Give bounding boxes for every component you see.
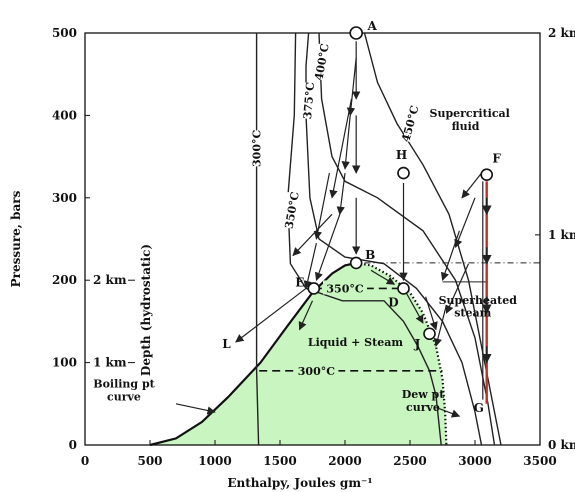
point-marker-f xyxy=(480,168,494,182)
isotherm-line xyxy=(287,32,442,446)
dew-label-arrow xyxy=(437,407,461,418)
two-phase-region xyxy=(150,262,447,445)
boiling-label-arrow xyxy=(175,403,216,415)
region-isotherm-label-bg xyxy=(294,362,339,377)
x-tick-label: 1500 xyxy=(263,454,296,468)
point-label-e: E xyxy=(295,275,304,289)
process-arrow xyxy=(303,242,317,290)
x-axis-label: Enthalpy, Joules gm⁻¹ xyxy=(227,476,372,490)
point-label-h: H xyxy=(396,148,407,162)
region-isotherm-label: 350°C xyxy=(326,282,363,295)
depth-tick-label: 2 km xyxy=(93,273,127,287)
superheated-label-1: Superheated xyxy=(439,294,518,307)
depth-tick-label: 1 km xyxy=(93,356,127,370)
plot-frame xyxy=(84,32,541,446)
point-label-a: A xyxy=(367,19,378,33)
supercritical-label-1: Supercritical xyxy=(430,107,510,120)
isotherm-label-bg xyxy=(250,130,263,167)
process-arrow xyxy=(292,213,333,257)
isotherm-label-bg xyxy=(285,192,298,229)
x-tick-label: 3500 xyxy=(523,454,556,468)
point-marker-d xyxy=(397,282,410,295)
region-isotherm-label: 300°C xyxy=(298,365,335,378)
process-arrow xyxy=(440,230,460,281)
x-tick-label: 3000 xyxy=(458,454,491,468)
process-arrow xyxy=(329,98,353,199)
superheated-label-2: steam xyxy=(454,306,491,319)
point-label-l: L xyxy=(222,337,231,351)
isotherm-line xyxy=(318,32,496,446)
right-tick-label: 1 km xyxy=(548,228,575,242)
isotherm-label: 450°C xyxy=(399,104,421,144)
process-arrow xyxy=(454,197,476,249)
y-tick-label: 200 xyxy=(52,273,77,287)
y-tick-label: 0 xyxy=(69,438,77,452)
right-tick-label: 2 km xyxy=(548,26,575,40)
process-arrow xyxy=(298,300,314,331)
point-label-b: B xyxy=(365,248,375,262)
process-arrow xyxy=(445,263,470,314)
boiling-label-2: curve xyxy=(107,391,141,404)
process-arrow xyxy=(336,173,346,216)
point-marker-j xyxy=(423,327,436,341)
x-tick-label: 2000 xyxy=(328,454,361,468)
y-tick-label: 500 xyxy=(52,26,77,40)
region-isotherm-label-bg xyxy=(323,280,367,295)
depth-axis-label: Depth (hydrostatic) xyxy=(139,244,153,376)
process-arrow xyxy=(461,172,482,199)
process-arrow xyxy=(341,115,351,170)
right-tick-label: 0 km xyxy=(548,438,575,452)
process-arrow xyxy=(405,292,424,324)
y-axis-label: Pressure, bars xyxy=(9,190,23,287)
dew-label-1: Dew pt xyxy=(402,388,446,401)
x-tick-label: 2500 xyxy=(393,454,426,468)
supercritical-label-2: fluid xyxy=(452,120,480,133)
point-label-f: F xyxy=(492,152,501,166)
process-arrow xyxy=(314,214,341,281)
process-arrow xyxy=(425,296,438,331)
point-label-d: D xyxy=(388,295,398,309)
x-tick-label: 500 xyxy=(137,454,162,468)
y-tick-label: 400 xyxy=(52,108,77,122)
y-tick-label: 100 xyxy=(52,356,77,370)
process-arrow xyxy=(235,287,307,343)
isotherm-label: 350°C xyxy=(283,191,302,230)
dew-label-2: curve xyxy=(406,401,440,414)
isotherm-label: 300°C xyxy=(251,130,264,167)
isotherm-label: 375°C xyxy=(301,81,317,119)
isotherm-label-bg xyxy=(302,82,315,119)
isotherm-label-bg xyxy=(404,105,416,142)
boiling-point-curve xyxy=(149,261,357,447)
isotherm-line xyxy=(363,32,502,446)
process-arrow xyxy=(433,304,447,347)
isotherm-label: 400°C xyxy=(312,42,331,81)
process-arrow xyxy=(346,57,357,117)
x-tick-label: 1000 xyxy=(198,454,231,468)
x-tick-label: 0 xyxy=(81,454,89,468)
y-tick-label: 300 xyxy=(52,191,77,205)
point-marker-h xyxy=(397,166,410,180)
point-marker-a xyxy=(349,26,363,40)
isotherm-label-bg xyxy=(315,43,328,80)
point-label-g: G xyxy=(474,401,484,415)
boiling-label-1: Boiling pt xyxy=(93,377,155,390)
point-label-j: J xyxy=(414,337,421,351)
process-arrow xyxy=(370,269,396,285)
point-marker-e xyxy=(307,282,321,295)
point-marker-b xyxy=(349,256,363,270)
region-label: Liquid + Steam xyxy=(308,336,403,349)
